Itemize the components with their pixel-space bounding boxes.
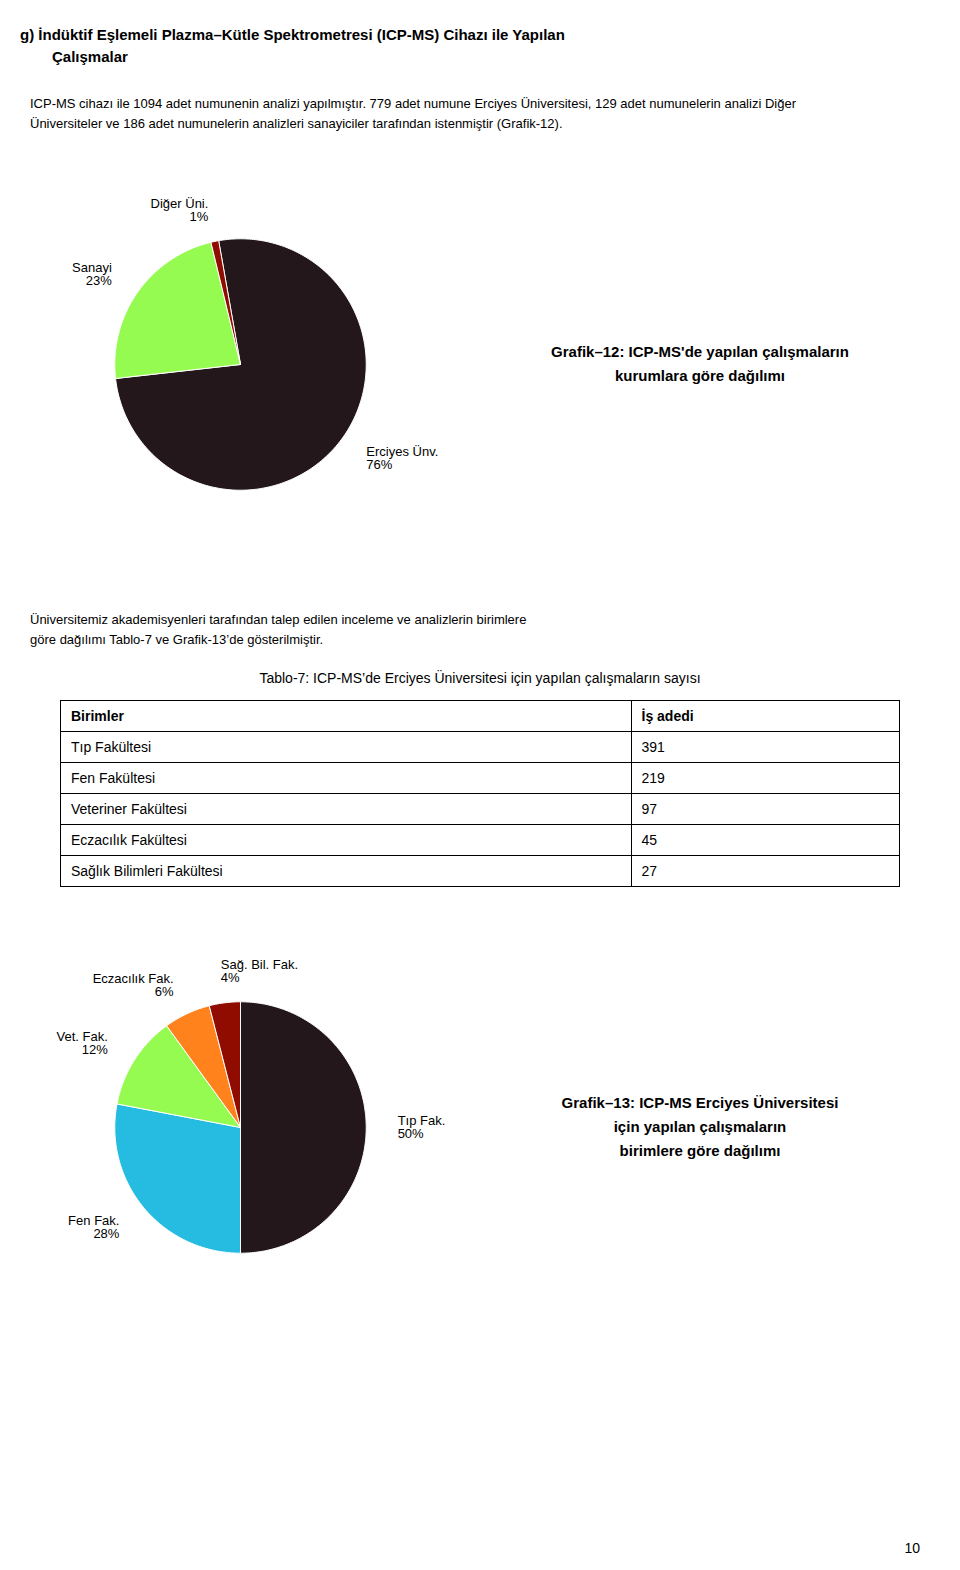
svg-text:Vet. Fak.12%: Vet. Fak.12% (57, 1029, 109, 1057)
html-text:Fen Fakültesi: Fen Fakültesi (71, 770, 155, 786)
html-text:Grafik–13: ICP-MS Erciyes Üniv: Grafik–13: ICP-MS Erciyes Üniversitesi (561, 1094, 839, 1111)
html-text:Üniversiteler ve 186 adet numu: Üniversiteler ve 186 adet numunelerin an… (30, 116, 563, 131)
html-text:391: 391 (641, 739, 665, 755)
svg-text:Eczacılık Fak.6%: Eczacılık Fak.6% (93, 971, 174, 999)
html-text:27: 27 (641, 863, 658, 879)
html-text:Tablo-7: ICP-MS’de Erciyes Üni: Tablo-7: ICP-MS’de Erciyes Üniversitesi … (259, 670, 701, 686)
html-text:97: 97 (641, 801, 658, 817)
svg-text:Tıp Fak.50%: Tıp Fak.50% (398, 1113, 446, 1141)
html-text:ICP-MS cihazı ile 1094 adet nu: ICP-MS cihazı ile 1094 adet numunenin an… (30, 96, 796, 111)
html-text:Sağlık Bilimleri Fakültesi: Sağlık Bilimleri Fakültesi (71, 863, 223, 879)
html-text:Grafik–12: ICP-MS'de yapılan ç: Grafik–12: ICP-MS'de yapılan çalışmaları… (551, 343, 849, 360)
html-text:Çalışmalar: Çalışmalar (52, 48, 128, 65)
html-text:219: 219 (641, 770, 665, 786)
svg-text:Sağ. Bil. Fak.4%: Sağ. Bil. Fak.4% (221, 957, 298, 985)
svg-text:Diğer Üni.1%: Diğer Üni.1% (151, 196, 209, 224)
html-text:birimlere göre dağılımı: birimlere göre dağılımı (619, 1142, 781, 1159)
html-text:g) İndüktif Eşlemeli Plazma–Kü: g) İndüktif Eşlemeli Plazma–Kütle Spektr… (20, 26, 565, 43)
html-text:45: 45 (641, 832, 658, 848)
html-text:10: 10 (904, 1540, 920, 1556)
html-text:göre dağılımı Tablo-7 ve Grafi: göre dağılımı Tablo-7 ve Grafik-13’de gö… (30, 632, 324, 647)
svg-text:Sanayi23%: Sanayi23% (72, 260, 112, 288)
svg-text:Erciyes Ünv.76%: Erciyes Ünv.76% (366, 444, 438, 472)
html-text:Birimler: Birimler (71, 708, 124, 724)
html-text:için yapılan çalışmaların: için yapılan çalışmaların (613, 1118, 787, 1135)
html-text:Tıp Fakültesi: Tıp Fakültesi (71, 739, 152, 755)
html-text:Üniversitemiz akademisyenleri: Üniversitemiz akademisyenleri tarafından… (30, 612, 527, 627)
svg-text:Fen Fak.28%: Fen Fak.28% (68, 1213, 120, 1241)
html-text:Eczacılık Fakültesi: Eczacılık Fakültesi (71, 832, 187, 848)
html-text:kurumlara göre dağılımı: kurumlara göre dağılımı (615, 367, 785, 384)
html-text:Veteriner Fakültesi: Veteriner Fakültesi (71, 801, 187, 817)
html-text:İş adedi: İş adedi (641, 708, 694, 724)
